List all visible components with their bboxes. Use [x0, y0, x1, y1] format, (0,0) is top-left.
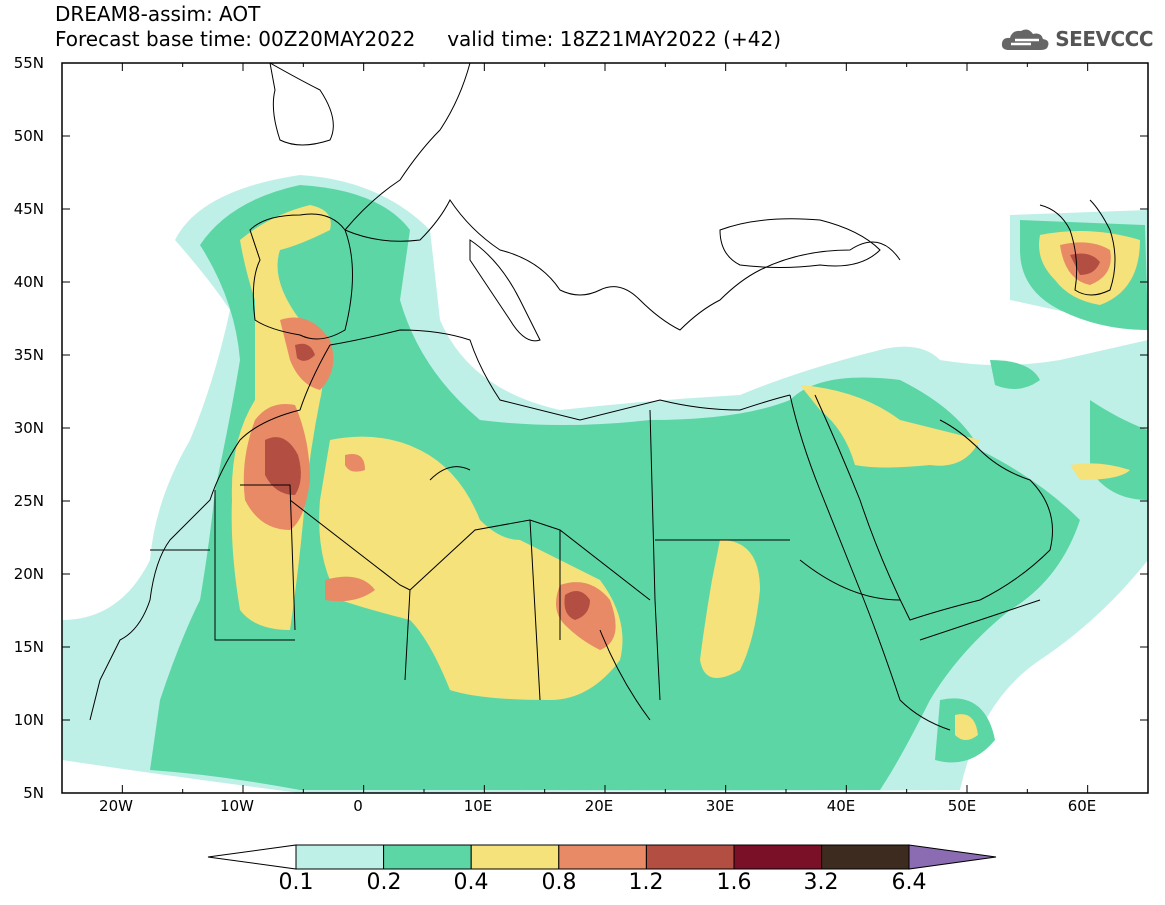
colorbar-box [821, 844, 910, 870]
lon-label: 60E [1067, 797, 1097, 815]
map-title: DREAM8-assim: AOT [55, 2, 261, 26]
axis-ticks [61, 62, 1149, 794]
red-sea-coastline [789, 394, 951, 731]
lon-label: 10W [220, 797, 254, 815]
aot-band-1.2 [1070, 253, 1100, 275]
aot-band-0.4 [319, 436, 623, 700]
seevccc-logo: SEEVCCC [999, 24, 1153, 54]
lat-label: 50N [13, 127, 44, 145]
colorbar-high-arrow [908, 844, 997, 870]
aot-band-0.4 [800, 385, 980, 468]
colorbar-box [383, 844, 472, 870]
lon-label: 20E [584, 797, 614, 815]
colorbar-label: 0.4 [453, 870, 489, 895]
lat-label: 5N [23, 784, 44, 802]
europe-coastline [344, 63, 901, 331]
aot-band-1.2 [564, 591, 590, 620]
colorbar-box [733, 844, 823, 870]
caspian-coastline [1039, 199, 1116, 296]
lon-label: 0 [353, 797, 363, 815]
lat-label: 55N [13, 54, 44, 72]
europe-coastline [249, 213, 353, 340]
aot-band-0.8 [325, 576, 375, 602]
country-border [150, 409, 790, 701]
africa-coastline [89, 344, 331, 721]
colorbar-label: 3.2 [803, 870, 839, 895]
forecast-time-line: Forecast base time: 00Z20MAY2022 valid t… [55, 27, 781, 51]
colorbar-box [470, 844, 560, 870]
aot-band-0.2 [990, 360, 1040, 389]
lon-label: 50E [947, 797, 977, 815]
black-sea-coastline [719, 218, 881, 268]
lat-label: 30N [13, 419, 44, 437]
lon-label: 20W [99, 797, 133, 815]
lat-label: 20N [13, 565, 44, 583]
country-border [429, 466, 1041, 721]
aot-shading [62, 175, 1148, 793]
colorbar-label: 0.8 [541, 870, 577, 895]
lat-label: 45N [13, 200, 44, 218]
britain-coastline [269, 63, 334, 146]
colorbar-label: 6.4 [891, 870, 927, 895]
lat-label: 40N [13, 273, 44, 291]
lon-label: 40E [826, 797, 856, 815]
lat-label: 25N [13, 492, 44, 510]
colorbar-label: 0.2 [366, 870, 402, 895]
aot-band-0.4 [1070, 463, 1130, 480]
aot-band-0.4 [955, 714, 978, 740]
aot-band-1.2 [295, 343, 315, 361]
colorbar-label: 1.2 [628, 870, 664, 895]
lon-label: 10E [463, 797, 493, 815]
colorbar-box [295, 844, 385, 870]
colorbar-label: 0.1 [278, 870, 314, 895]
logo-text: SEEVCCC [1055, 27, 1153, 51]
aot-band-0.8 [345, 454, 365, 472]
cloud-icon [1002, 29, 1049, 50]
aot-band-0.4 [700, 540, 760, 678]
aot-band-0.2 [150, 185, 1080, 790]
africa-coastline [329, 329, 791, 421]
lon-label: 30E [705, 797, 735, 815]
arabia-coastline [814, 394, 1053, 621]
lat-label: 15N [13, 638, 44, 656]
colorbar [207, 844, 997, 870]
colorbar-label: 1.6 [716, 870, 752, 895]
colorbar-boxes [295, 844, 910, 870]
aot-band-1.2 [265, 437, 301, 495]
colorbar-box [645, 844, 735, 870]
colorbar-low-arrow [207, 844, 297, 870]
coastlines-borders [89, 63, 1116, 731]
colorbar-box [558, 844, 647, 870]
lat-label: 10N [13, 711, 44, 729]
italy-coastline [469, 239, 541, 342]
lat-label: 35N [13, 346, 44, 364]
